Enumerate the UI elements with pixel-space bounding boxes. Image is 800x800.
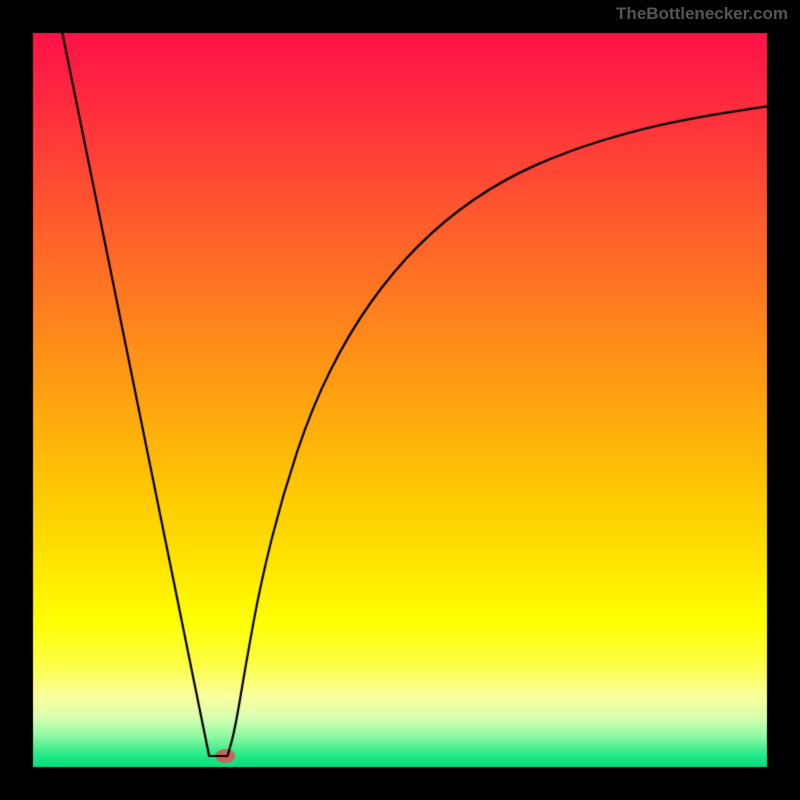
- bottleneck-chart-canvas: [0, 0, 800, 800]
- chart-container: TheBottlenecker.com: [0, 0, 800, 800]
- watermark-text: TheBottlenecker.com: [616, 4, 788, 24]
